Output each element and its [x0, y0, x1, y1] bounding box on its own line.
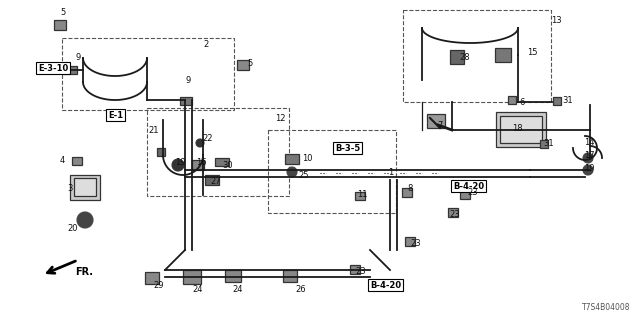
Circle shape: [77, 212, 93, 228]
Text: B-4-20: B-4-20: [453, 181, 484, 190]
Text: E-3-10: E-3-10: [38, 63, 68, 73]
Text: 14: 14: [584, 138, 595, 147]
Text: 6: 6: [519, 98, 524, 107]
Text: 20: 20: [67, 223, 77, 233]
Text: 17: 17: [584, 150, 595, 159]
Text: 28: 28: [459, 52, 470, 61]
Text: 9: 9: [185, 76, 190, 84]
Text: 1: 1: [388, 167, 393, 177]
Text: 3: 3: [67, 183, 72, 193]
Text: 23: 23: [467, 188, 477, 196]
Bar: [460, 190, 470, 199]
Text: 27: 27: [210, 177, 221, 186]
Bar: [402, 188, 412, 197]
Bar: [205, 175, 219, 185]
Bar: [448, 208, 458, 217]
Text: 15: 15: [527, 47, 538, 57]
Bar: [553, 97, 561, 105]
Bar: [403, 10, 551, 102]
Text: 24: 24: [232, 284, 243, 293]
Text: 26: 26: [295, 284, 306, 293]
Circle shape: [196, 139, 204, 147]
Bar: [74, 178, 96, 196]
Bar: [350, 265, 360, 274]
Bar: [54, 20, 66, 30]
Text: 11: 11: [357, 189, 367, 198]
Bar: [405, 237, 415, 246]
Bar: [147, 108, 289, 196]
Bar: [283, 270, 297, 282]
Text: T7S4B04008: T7S4B04008: [582, 303, 630, 312]
Bar: [496, 112, 546, 147]
Text: 13: 13: [551, 15, 562, 25]
Circle shape: [81, 216, 89, 224]
Text: 23: 23: [449, 210, 460, 219]
Bar: [427, 114, 445, 128]
Circle shape: [172, 159, 184, 171]
Text: 29: 29: [153, 282, 163, 291]
Text: 2: 2: [203, 39, 208, 49]
Text: E-1: E-1: [108, 110, 123, 119]
Text: 10: 10: [302, 154, 312, 163]
Text: 16: 16: [196, 157, 207, 166]
Text: 5: 5: [247, 59, 252, 68]
Bar: [500, 116, 542, 143]
Bar: [495, 48, 511, 62]
Text: FR.: FR.: [75, 267, 93, 277]
Text: 25: 25: [298, 171, 308, 180]
Text: 31: 31: [543, 139, 554, 148]
Bar: [62, 38, 234, 110]
Bar: [157, 148, 165, 156]
Text: B-3-5: B-3-5: [335, 143, 360, 153]
Text: 22: 22: [202, 133, 212, 142]
Circle shape: [583, 165, 593, 175]
Bar: [508, 96, 516, 104]
Bar: [72, 157, 82, 165]
Bar: [192, 160, 204, 170]
Bar: [215, 158, 229, 166]
Text: 21: 21: [148, 125, 159, 134]
Text: 9: 9: [75, 52, 80, 61]
Bar: [237, 60, 249, 70]
Text: 4: 4: [60, 156, 65, 164]
Text: 5: 5: [60, 7, 65, 17]
Text: B-4-20: B-4-20: [370, 281, 401, 290]
Bar: [183, 270, 201, 284]
Bar: [63, 66, 77, 74]
Bar: [355, 192, 365, 200]
Text: 31: 31: [562, 95, 573, 105]
Text: 19: 19: [584, 164, 595, 172]
Bar: [285, 154, 299, 164]
Bar: [70, 175, 100, 200]
Text: 24: 24: [192, 284, 202, 293]
Text: 12: 12: [275, 114, 285, 123]
Bar: [180, 97, 192, 105]
Text: 19: 19: [175, 157, 186, 166]
Text: 23: 23: [410, 238, 420, 247]
Text: 8: 8: [407, 183, 412, 193]
Bar: [225, 270, 241, 282]
Circle shape: [287, 167, 297, 177]
Text: 18: 18: [512, 124, 523, 132]
Bar: [540, 140, 548, 148]
Circle shape: [583, 153, 593, 163]
Bar: [145, 272, 159, 284]
Bar: [450, 50, 464, 64]
Text: 30: 30: [222, 161, 232, 170]
Text: 7: 7: [437, 121, 442, 130]
Text: 23: 23: [355, 268, 365, 276]
Bar: [268, 130, 396, 213]
